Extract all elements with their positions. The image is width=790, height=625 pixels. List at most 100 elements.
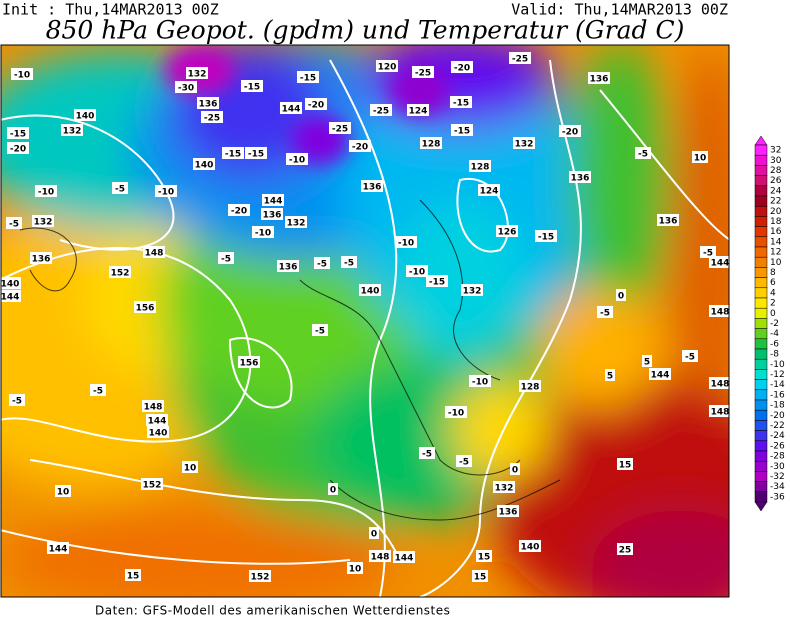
contour-label-text: 132 (63, 127, 82, 137)
scale-label: -12 (770, 370, 785, 380)
contour-label-box (55, 485, 71, 497)
contour-label-box (7, 127, 29, 139)
scale-label: -10 (770, 360, 785, 370)
contour-label-text: 152 (143, 481, 162, 491)
scale-label: -22 (770, 421, 785, 431)
contour-label: -15 (535, 230, 557, 243)
contour-label: 144 (262, 194, 284, 207)
scale-label: -16 (770, 390, 785, 400)
contour-label-box (1, 277, 21, 289)
contour-label-box (262, 194, 284, 206)
contour-label-text: 136 (571, 174, 590, 184)
scale-swatch (754, 175, 768, 187)
contour-label-text: -5 (685, 353, 695, 363)
contour-label-text: 144 (1, 293, 20, 303)
contour-label-box (197, 97, 219, 109)
scale-swatch (754, 144, 768, 156)
scale-label: -18 (770, 401, 785, 411)
valid-time: Valid: Thu,14MAR2013 00Z (511, 1, 728, 19)
contour-label-box (47, 542, 69, 554)
contour-label-box (559, 125, 581, 137)
contour-label-box (469, 160, 491, 172)
contour-label-box (6, 217, 22, 229)
contour-label: -25 (370, 104, 392, 117)
contour-label-text: 124 (409, 107, 428, 117)
contour-label-text: -20 (352, 143, 368, 153)
contour-label: 10 (347, 562, 363, 575)
scale-label: -36 (770, 492, 785, 502)
contour-label: 152 (109, 266, 131, 279)
contour-label-box (35, 185, 57, 197)
contour-label-text: -10 (38, 188, 54, 198)
contour-label-box (175, 81, 197, 93)
contour-label: -5 (218, 252, 234, 265)
contour-label: -5 (90, 384, 106, 397)
contour-label: -5 (597, 306, 613, 319)
scale-swatch (754, 409, 768, 421)
contour-label-text: -5 (315, 327, 325, 337)
map-title: 850 hPa Geopot. (gpdm) und Temperatur (G… (46, 16, 685, 45)
map-frame (0, 44, 730, 598)
contour-label-text: 136 (199, 100, 218, 110)
contour-label-box (407, 104, 429, 116)
contour-label: 0 (510, 463, 520, 476)
contour-label: 132 (186, 67, 208, 80)
contour-label: -15 (222, 147, 244, 160)
scale-swatch (754, 318, 768, 329)
contour-label-box (535, 230, 557, 242)
init-time: Init : Thu,14MAR2013 00Z (2, 1, 219, 19)
contour-label-box (155, 185, 177, 197)
contour-label: -25 (412, 66, 434, 79)
contour-label-text: 132 (188, 70, 207, 80)
scale-swatch (754, 338, 768, 350)
contour-label-text: -25 (332, 125, 348, 135)
scale-label: -24 (770, 431, 785, 441)
contour-label: 144 (1, 290, 21, 303)
contour-labels: -10 132 -30 136 -25 -15 144 -20 -15 120 -25 -20 -25 1… (1, 52, 730, 583)
scale-label: 28 (770, 166, 782, 176)
contour-label: 126 (496, 225, 518, 238)
scale-label: 26 (770, 176, 782, 186)
contour-label-text: -5 (12, 397, 22, 407)
contour-label-text: 5 (607, 372, 613, 382)
scale-top-arrow (754, 135, 768, 146)
contour-label: 132 (461, 284, 483, 297)
contour-label-box (7, 142, 29, 154)
contour-label: -10 (286, 153, 308, 166)
contour-label-box (193, 158, 215, 170)
contour-label: 5 (642, 355, 652, 368)
contour-label: -15 (450, 96, 472, 109)
contour-label-box (709, 256, 729, 268)
scale-label: -20 (770, 411, 785, 421)
contour-label-box (125, 569, 141, 581)
contour-label-text: 132 (463, 287, 482, 297)
contour-label-box (709, 305, 729, 317)
contour-label-box (510, 463, 520, 475)
contour-label: 5 (605, 369, 615, 382)
contour-label-box (347, 562, 363, 574)
contour-label-text: 148 (711, 308, 730, 318)
contour-label-text: 148 (144, 403, 163, 413)
contour-label-text: 144 (395, 554, 414, 564)
contour-label-box (146, 414, 168, 426)
scale-swatch (754, 226, 768, 238)
scale-swatch (754, 185, 768, 197)
contour-label-text: 148 (371, 553, 390, 563)
scale-label: -4 (770, 329, 779, 339)
contour-label-text: -15 (429, 278, 445, 288)
contour-label-text: 144 (651, 371, 670, 381)
contour-label: 128 (519, 380, 541, 393)
contour-label-text: -10 (14, 71, 30, 81)
contour-label-box (476, 550, 492, 562)
contour-label-box (469, 375, 491, 387)
contour-label-box (519, 380, 541, 392)
scale-label: 32 (770, 146, 781, 156)
contour-label-text: 15 (474, 573, 487, 583)
contour-label-box (597, 306, 613, 318)
contour-label-box (369, 527, 379, 539)
contour-label-text: -20 (308, 101, 324, 111)
scale-label: 24 (770, 186, 782, 196)
contour-label-box (519, 540, 541, 552)
contour-label: -15 (7, 127, 29, 140)
